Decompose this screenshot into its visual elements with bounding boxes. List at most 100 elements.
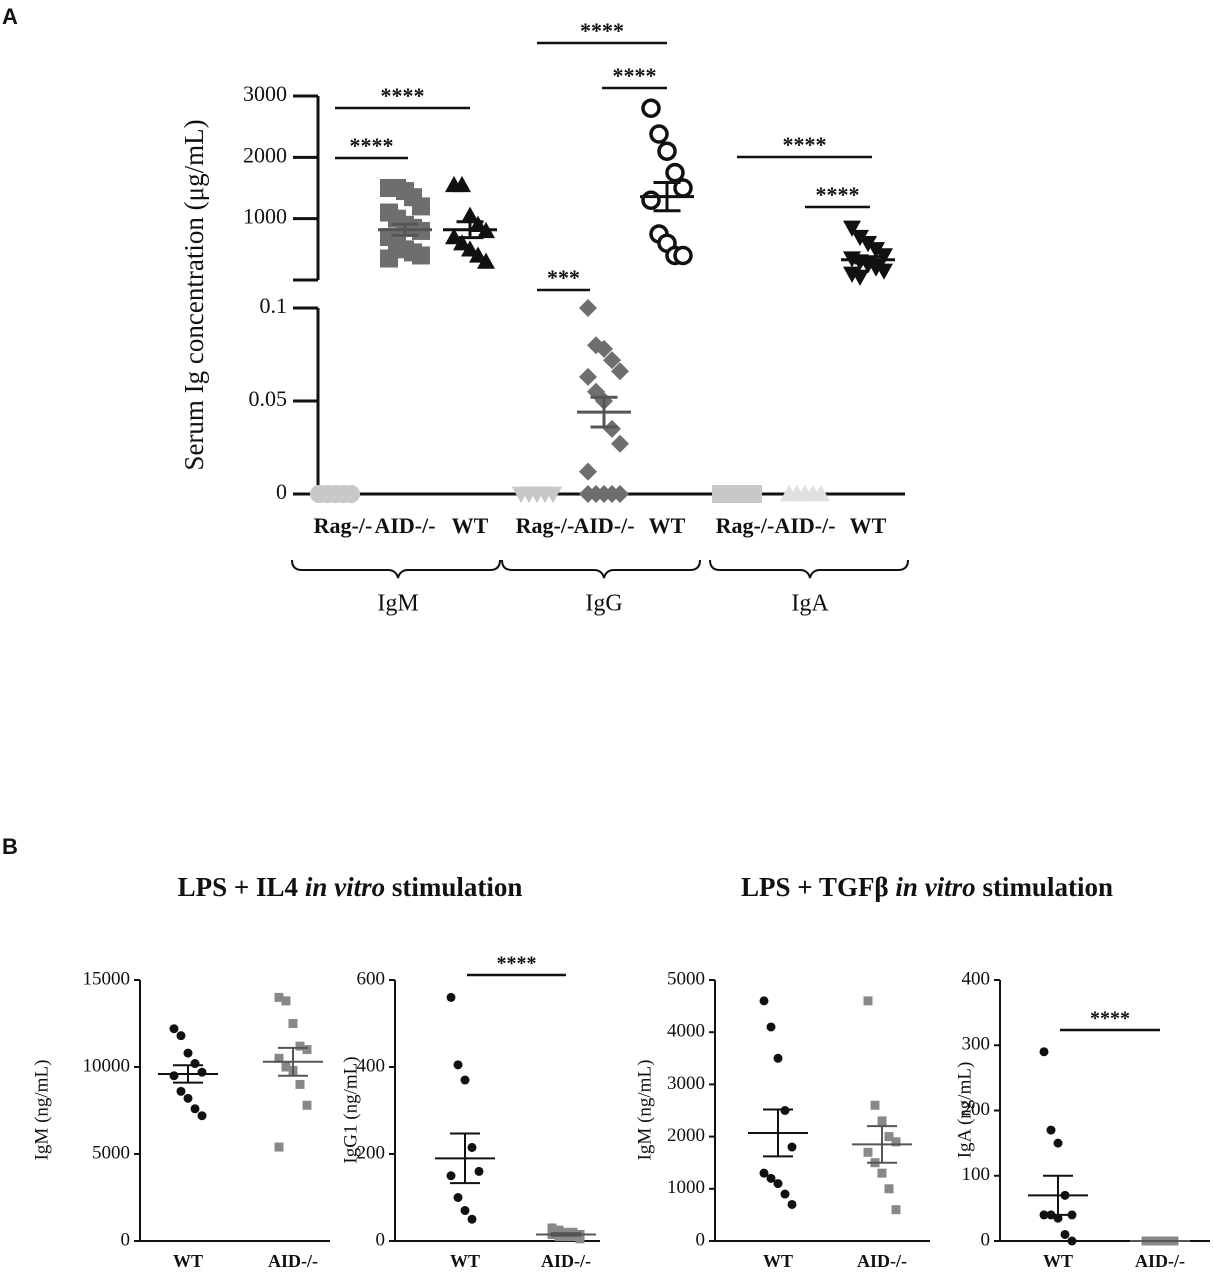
dot — [863, 1147, 873, 1157]
x-tick-label: Rag-/- — [716, 513, 775, 538]
dot — [891, 1137, 901, 1147]
brace — [501, 559, 701, 579]
dot — [579, 299, 597, 317]
dot — [787, 1142, 797, 1152]
brace — [709, 559, 909, 579]
y-tick-label: 400 — [962, 968, 991, 989]
y-tick-label: 300 — [962, 1034, 991, 1055]
x-tick-label: WT — [850, 513, 887, 538]
dot — [1053, 1138, 1063, 1148]
dot — [780, 1189, 790, 1199]
dot — [641, 98, 661, 119]
title-part: stimulation — [976, 872, 1113, 902]
dot — [787, 1199, 797, 1209]
y-tick-label: 100 — [962, 1164, 991, 1185]
x-tick-label: AID-/- — [268, 1251, 318, 1271]
dot — [467, 1142, 477, 1152]
dot — [1067, 1236, 1077, 1246]
significance-label: **** — [350, 133, 394, 158]
x-tick-label: Rag-/- — [516, 513, 575, 538]
dot — [673, 245, 693, 266]
x-tick-label: WT — [450, 1251, 480, 1271]
dot — [859, 236, 877, 253]
dot — [453, 175, 471, 193]
y-tick-label: 0 — [276, 479, 287, 504]
dot — [554, 1225, 564, 1235]
x-tick-label: AID-/- — [541, 1251, 591, 1271]
group-label: IgA — [791, 591, 829, 617]
panel-title: LPS + TGFβ in vitro stimulation — [741, 872, 1113, 902]
dot — [445, 228, 463, 245]
dot — [649, 124, 669, 144]
dot — [759, 996, 769, 1006]
dot — [453, 1193, 463, 1202]
dot — [863, 996, 873, 1006]
y-tick-label: 5000 — [92, 1142, 130, 1163]
dot — [579, 367, 597, 386]
dot — [302, 1100, 312, 1110]
title-part: LPS + TGFβ — [741, 872, 895, 902]
dot — [274, 992, 284, 1002]
dot — [453, 1060, 463, 1070]
dot — [1060, 1229, 1070, 1239]
x-tick-label: AID-/- — [374, 513, 435, 538]
dot — [477, 252, 495, 269]
dot — [461, 240, 479, 257]
dot — [190, 1104, 200, 1114]
panel-label: A — [2, 4, 18, 29]
dot — [603, 351, 621, 370]
dot — [302, 1045, 312, 1055]
dot — [281, 1062, 291, 1072]
dot — [446, 992, 456, 1002]
x-tick-label: WT — [452, 513, 489, 538]
dot — [288, 1019, 298, 1028]
y-tick-label: 3000 — [243, 81, 287, 106]
dot — [867, 242, 885, 259]
y-axis-label: IgM (ng/mL) — [634, 1060, 655, 1161]
dot — [169, 1071, 179, 1081]
dot — [412, 197, 430, 216]
dot — [453, 234, 471, 251]
dot — [183, 1093, 193, 1103]
brace — [291, 559, 501, 579]
dot — [547, 1223, 557, 1233]
dot — [796, 485, 814, 502]
x-tick-label: AID-/- — [857, 1251, 907, 1271]
y-tick-label: 0 — [981, 1229, 991, 1250]
y-tick-label: 0 — [121, 1229, 131, 1250]
dot — [579, 462, 597, 481]
dot — [665, 162, 685, 183]
x-tick-label: AID-/- — [573, 513, 634, 538]
title-part: in vitro — [895, 872, 975, 902]
dot — [544, 486, 562, 503]
x-tick-label: WT — [649, 513, 686, 538]
dot — [766, 1022, 776, 1032]
y-axis-label: Serum Ig concentration (μg/mL) — [179, 119, 209, 470]
dot — [295, 1041, 305, 1051]
dot — [274, 1142, 284, 1152]
x-tick-label: WT — [173, 1251, 203, 1271]
panel-label: B — [2, 834, 18, 859]
dot — [446, 1171, 456, 1181]
y-tick-label: 0 — [376, 1229, 386, 1250]
dot — [274, 1053, 284, 1063]
dot — [295, 1079, 305, 1089]
dot — [197, 1111, 207, 1121]
dot — [611, 485, 629, 503]
y-tick-label: 200 — [962, 1099, 991, 1120]
dot — [380, 249, 398, 268]
x-tick-label: Rag-/- — [314, 513, 373, 538]
y-tick-label: 0 — [696, 1229, 706, 1250]
dot — [1053, 1213, 1063, 1223]
y-tick-label: 5000 — [667, 968, 705, 989]
dot — [281, 996, 291, 1006]
dot — [766, 1173, 776, 1183]
dot — [176, 1086, 186, 1096]
dot — [812, 485, 830, 502]
y-tick-label: 10000 — [83, 1055, 131, 1076]
y-tick-label: 0.05 — [249, 386, 288, 411]
dot — [773, 1179, 783, 1189]
dot — [875, 248, 893, 265]
